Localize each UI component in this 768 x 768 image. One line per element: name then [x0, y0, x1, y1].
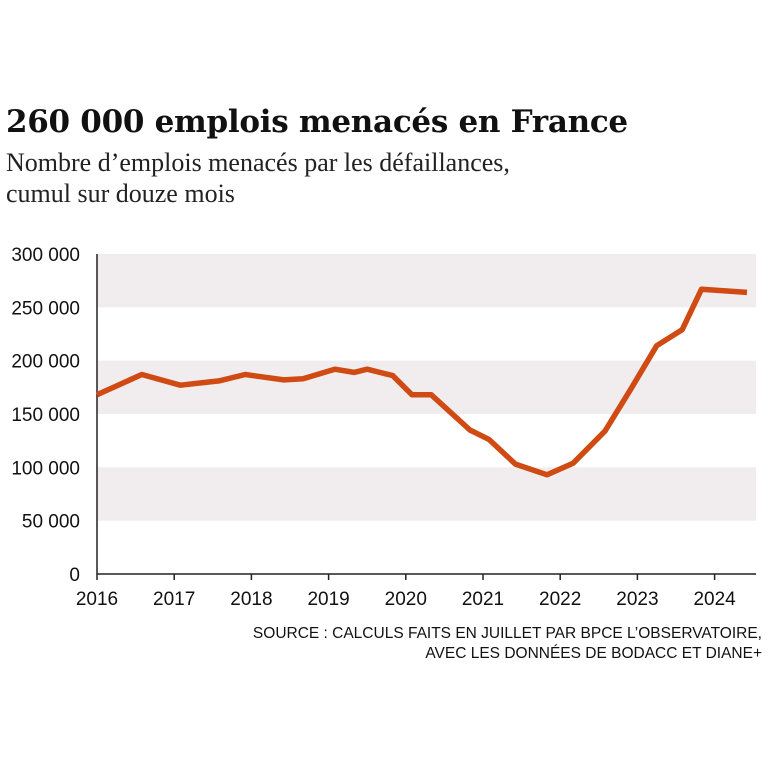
source-line-2: AVEC LES DONNÉES DE BODACC ET DIANE+	[425, 645, 762, 662]
y-tick-label: 200 000	[11, 352, 80, 373]
x-tick-label: 2021	[462, 589, 504, 610]
x-tick-label: 2020	[385, 589, 427, 610]
x-tick-label: 2017	[153, 589, 195, 610]
subtitle-line-1: Nombre d’emplois menacés par les défaill…	[6, 148, 510, 177]
grid-band	[97, 254, 756, 308]
x-tick-label: 2019	[307, 589, 349, 610]
chart-title: 260 000 emplois menacés en France	[6, 104, 628, 140]
y-tick-label: 300 000	[11, 245, 80, 266]
x-tick-label: 2022	[539, 589, 581, 610]
x-tick-label: 2023	[616, 589, 658, 610]
source-line-1: SOURCE : CALCULS FAITS EN JUILLET PAR BP…	[252, 625, 762, 642]
grid-band	[97, 467, 756, 521]
line-chart: 0 50 000 100 000 150 000 200 000 250 000 300 0…	[11, 245, 756, 610]
subtitle-line-2: cumul sur douze mois	[6, 179, 235, 208]
y-tick-label: 50 000	[22, 512, 80, 533]
y-tick-label: 150 000	[11, 405, 80, 426]
y-tick-label: 100 000	[11, 458, 80, 479]
y-tick-label: 250 000	[11, 298, 80, 319]
series-line	[95, 286, 748, 478]
grid-band	[97, 360, 756, 414]
y-tick-label: 0	[69, 565, 80, 586]
x-tick-label: 2016	[76, 589, 118, 610]
source-note: SOURCE : CALCULS FAITS EN JUILLET PAR BP…	[253, 624, 762, 664]
chart-subtitle: Nombre d’emplois menacés par les défaill…	[6, 147, 706, 209]
x-tick-label: 2024	[693, 589, 736, 610]
x-tick-label: 2018	[230, 589, 272, 610]
